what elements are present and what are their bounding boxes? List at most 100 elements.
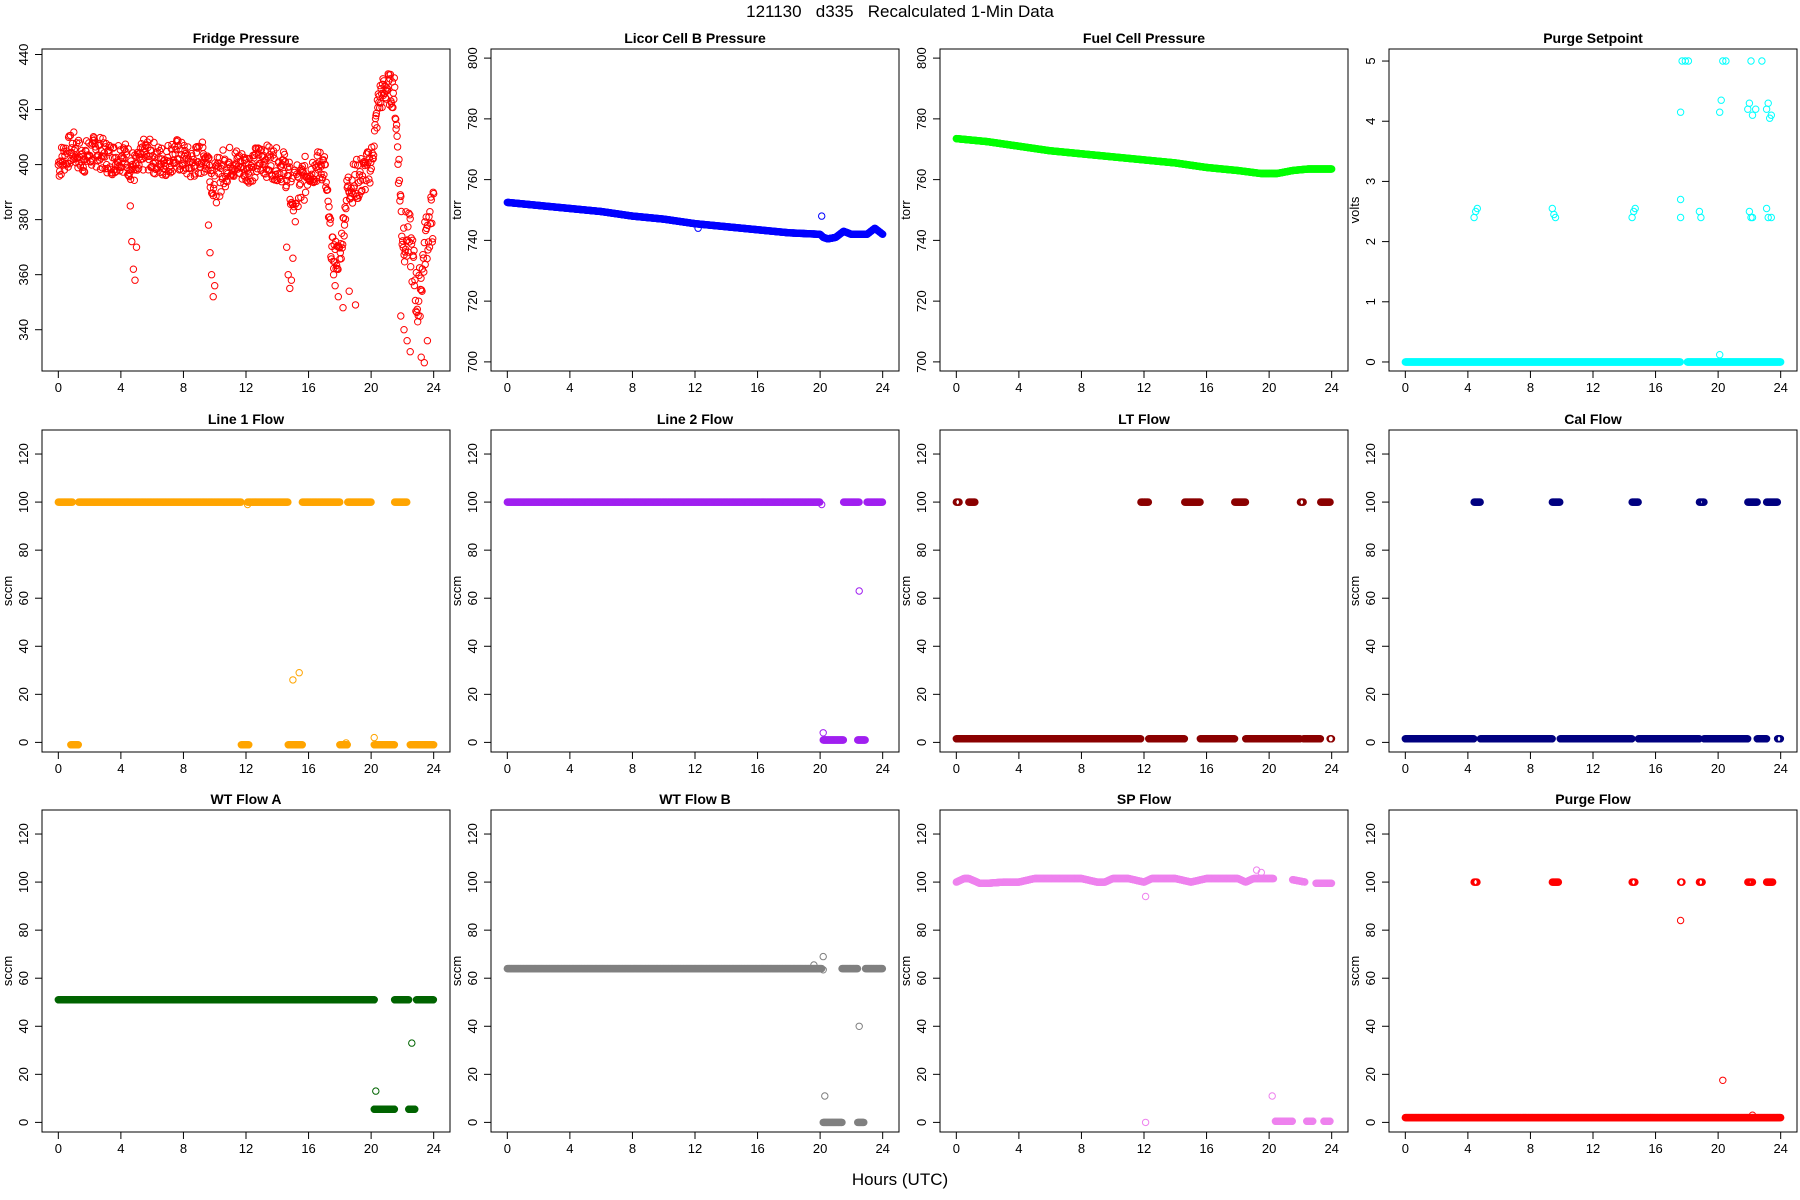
data-point	[426, 208, 434, 216]
data-point	[397, 192, 405, 201]
data-point	[855, 498, 863, 506]
data-point	[339, 240, 347, 249]
y-tick-label: 720	[914, 290, 929, 312]
data-point	[425, 213, 433, 221]
data-point	[68, 144, 76, 152]
data-point	[397, 207, 405, 216]
data-point	[347, 189, 356, 197]
data-point	[394, 160, 402, 168]
y-tick-label: 780	[914, 108, 929, 130]
data-point	[296, 180, 305, 188]
x-tick-label: 0	[55, 380, 62, 395]
data-point	[225, 158, 233, 166]
data-point	[119, 144, 128, 152]
data-point	[340, 232, 348, 240]
data-point	[287, 198, 296, 207]
data-point	[1716, 108, 1724, 116]
data-point	[209, 293, 217, 301]
data-point	[240, 156, 249, 165]
data-point	[64, 163, 72, 171]
y-axis-label: sccm	[0, 576, 15, 606]
data-point	[410, 246, 418, 255]
data-point	[427, 196, 435, 204]
data-point	[339, 304, 347, 312]
data-point	[369, 155, 377, 163]
data-point	[381, 93, 390, 102]
x-tick-label: 8	[1078, 380, 1085, 395]
data-point	[204, 221, 213, 229]
data-point	[175, 155, 183, 163]
data-point	[75, 139, 84, 147]
data-point	[120, 145, 129, 154]
data-point	[1752, 105, 1760, 113]
x-tick-label: 16	[750, 380, 764, 395]
data-point	[287, 276, 296, 284]
data-point	[334, 293, 342, 301]
data-point	[1762, 105, 1771, 113]
y-tick-label: 440	[16, 44, 31, 66]
data-point	[276, 169, 284, 178]
data-point	[209, 184, 218, 193]
y-tick-label: 100	[465, 491, 480, 513]
data-point	[406, 211, 414, 219]
data-point	[99, 134, 107, 143]
data-point	[378, 80, 387, 89]
data-point	[182, 164, 190, 172]
data-point	[285, 163, 294, 171]
data-point	[1716, 351, 1724, 359]
data-point	[167, 165, 175, 173]
y-tick-label: 360	[16, 264, 31, 286]
data-point	[243, 500, 252, 509]
data-point	[174, 136, 182, 145]
data-point	[238, 150, 246, 158]
data-point	[206, 249, 214, 257]
panel-title: Fridge Pressure	[193, 30, 300, 46]
data-point	[331, 282, 339, 290]
data-point	[1747, 213, 1755, 222]
data-point	[1745, 207, 1754, 216]
x-tick-label: 4	[117, 380, 124, 395]
data-point	[396, 197, 404, 205]
y-axis-label: volts	[1347, 196, 1362, 223]
x-tick-label: 20	[364, 761, 378, 776]
data-point	[400, 224, 408, 232]
data-point	[278, 178, 286, 186]
data-point	[241, 155, 250, 164]
x-tick-label: 4	[566, 761, 573, 776]
y-axis-label: torr	[0, 200, 15, 220]
data-point	[405, 209, 413, 218]
x-tick-label: 12	[239, 761, 253, 776]
data-point	[301, 188, 310, 197]
data-point	[324, 197, 332, 206]
data-point	[390, 741, 399, 749]
data-point	[289, 207, 298, 215]
data-point	[1719, 57, 1727, 65]
data-point	[419, 251, 427, 259]
data-point	[429, 235, 437, 243]
data-point	[298, 741, 306, 749]
data-point	[391, 83, 399, 92]
y-tick-label: 3	[1363, 178, 1378, 185]
data-point	[275, 174, 283, 182]
x-tick-label: 20	[1711, 380, 1725, 395]
data-point	[156, 147, 164, 155]
y-tick-label: 700	[914, 351, 929, 373]
data-point	[428, 219, 436, 228]
y-tick-label: 20	[465, 687, 480, 701]
x-tick-label: 4	[566, 380, 573, 395]
data-point	[267, 162, 275, 170]
data-point	[694, 224, 702, 232]
data-point	[358, 186, 366, 195]
data-point	[222, 177, 231, 185]
y-tick-label: 5	[1363, 57, 1378, 64]
y-tick-label: 380	[16, 209, 31, 231]
data-point	[342, 739, 350, 747]
data-point	[325, 203, 333, 211]
data-point	[126, 202, 135, 210]
data-point	[1767, 213, 1776, 222]
data-point	[420, 238, 428, 247]
data-point	[392, 125, 400, 133]
data-point	[131, 276, 139, 284]
